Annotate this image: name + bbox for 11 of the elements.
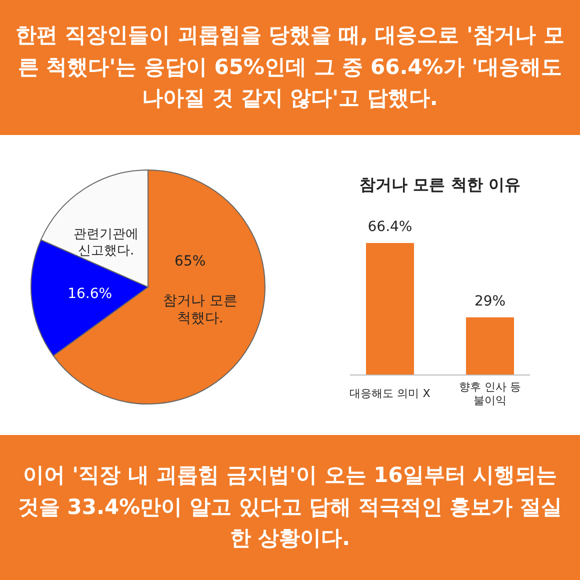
data-label: 65%: [174, 254, 206, 270]
x-tick-label: 향후 인사 등 불이익: [459, 380, 521, 408]
data-label: 16.6%: [68, 286, 112, 302]
text: 이어 '직장 내 괴롭힘 금지법'이 오는 16일부터 시행되는 것을 33.4%만이 알고 있다고 답해 적극적인 홍보가 절실한 상황이다.: [16, 462, 564, 552]
slice-label: 참거나 모른 척했다.: [162, 293, 238, 327]
chart-title: 참거나 모른 척한 이유: [360, 175, 520, 194]
data-label: 29%: [474, 293, 506, 310]
slice-label: 관련기관에 신고했다.: [74, 227, 139, 258]
data-label: 66.4%: [368, 219, 412, 235]
x-tick-label: 대응해도 의미 X: [350, 387, 431, 400]
chart-title: 한편 직장인들이 괴롭힘을 당했을 때, 대응으로 '참거나 모른 척했다'는 응답이 65%인데 그 중 66.4%가 '대응해도 나아질 것 같지 않다'고 답했다.: [14, 22, 566, 112]
